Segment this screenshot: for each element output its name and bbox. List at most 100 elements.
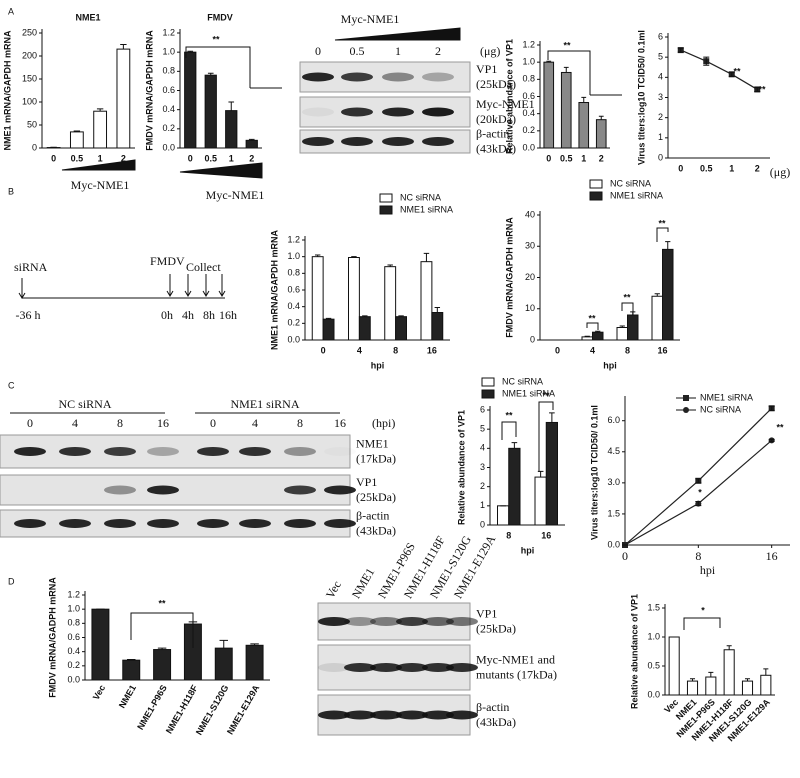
y-tick-label: 1.2 <box>67 589 80 599</box>
error-bar <box>398 315 404 317</box>
y-tick-label: 0.4 <box>162 104 175 114</box>
blot-band <box>239 519 271 528</box>
x-axis-unit: (μg) <box>770 165 790 179</box>
error-bar <box>423 252 430 262</box>
blot-band <box>446 663 478 672</box>
y-tick-label: 5 <box>658 52 663 62</box>
error-bar <box>581 96 587 103</box>
blot-band <box>422 72 454 82</box>
panel-label: D <box>8 576 15 586</box>
y-tick-label: 0.6 <box>67 632 80 642</box>
y-tick-label: 0.0 <box>607 539 620 549</box>
x-tick-label: 0 <box>622 549 628 563</box>
x-tick-label: 4 <box>357 345 362 355</box>
bracket <box>656 227 669 242</box>
bar <box>497 505 510 526</box>
error-bar <box>248 138 255 141</box>
blot-label: Myc-NME1 <box>476 97 535 111</box>
arrow <box>202 274 210 297</box>
timeline-label: FMDV <box>150 254 185 268</box>
blot-band <box>324 519 356 528</box>
x-tick-label: 0.5 <box>560 153 573 163</box>
blot-band <box>59 519 91 528</box>
x-tick-label: 2 <box>121 153 126 163</box>
bar <box>214 647 233 681</box>
panel-label: C <box>8 380 15 390</box>
x-tick-label: 0.5 <box>71 153 84 163</box>
error-bar <box>511 442 518 449</box>
error-bar <box>695 478 702 484</box>
error-bar <box>744 678 751 682</box>
timeline-time: 4h <box>182 308 194 322</box>
blot-band <box>344 710 376 720</box>
error-bar <box>96 108 104 112</box>
error-bar <box>584 335 590 337</box>
y-tick-label: 3.0 <box>607 477 620 487</box>
bar <box>668 636 680 696</box>
x-tick-label: 1 <box>98 153 103 163</box>
significance: ** <box>733 66 741 76</box>
y-tick-label: 6 <box>658 31 663 41</box>
lane-unit: (hpi) <box>372 416 395 430</box>
bar <box>508 447 521 526</box>
blot-band <box>422 137 454 146</box>
bar <box>760 674 772 696</box>
y-tick-label: 0 <box>658 152 663 162</box>
error-bar <box>207 72 214 76</box>
error-bar <box>563 66 569 73</box>
group-label: NC siRNA <box>58 397 111 411</box>
bar <box>545 421 558 526</box>
arrow <box>218 274 226 297</box>
x-tick-label: 0 <box>188 153 193 163</box>
y-axis-label: FMDV mRNA/GAPDH mRNA <box>504 217 514 338</box>
blot-band <box>104 447 136 456</box>
y-tick-label: 2 <box>658 112 663 122</box>
x-tick-label: 2 <box>755 163 760 173</box>
bar <box>627 314 639 341</box>
y-tick-label: 0.8 <box>67 618 80 628</box>
bracket <box>683 617 721 630</box>
x-tick-label: 4 <box>590 345 595 355</box>
bar <box>245 644 264 681</box>
bar <box>91 608 110 681</box>
legend-label: NME1 siRNA <box>400 204 453 214</box>
blot-band <box>239 447 271 456</box>
bar <box>723 649 735 696</box>
bar <box>662 248 674 341</box>
y-axis-label: Relative abundance of VP1 <box>456 410 466 525</box>
blot-label: (43kDa) <box>476 715 516 729</box>
y-tick-label: 6 <box>480 404 485 414</box>
blot-band <box>104 519 136 528</box>
blot-band <box>284 485 316 495</box>
significance: * <box>701 605 705 615</box>
blot-band <box>318 710 350 720</box>
bar <box>153 649 172 681</box>
x-tick-label: 1 <box>229 153 234 163</box>
x-axis-label: hpi <box>603 360 617 370</box>
lane-label: NME1 <box>349 566 377 601</box>
bar <box>616 327 628 341</box>
y-tick-label: 0.8 <box>162 66 175 76</box>
significance: ** <box>158 598 166 608</box>
blot-band <box>324 485 356 495</box>
x-tick-label: 0 <box>321 345 326 355</box>
bar <box>534 476 547 526</box>
legend-swatch <box>589 191 603 201</box>
bar <box>705 676 717 696</box>
blot-label: β-actin <box>476 700 509 714</box>
x-tick-label: 0 <box>546 153 551 163</box>
error-bar <box>157 647 167 650</box>
error-bar <box>665 241 671 250</box>
x-tick-label: Vec <box>91 683 107 701</box>
error-bar <box>387 264 393 267</box>
error-bar <box>768 438 775 442</box>
y-tick-label: 0.2 <box>67 660 80 670</box>
blot-label: (25kDa) <box>476 77 516 91</box>
blot-label: β-actin <box>356 508 389 522</box>
y-tick-label: 0.0 <box>647 689 660 699</box>
y-axis-label: FMDV mRNA/GAPDH mRNA <box>144 30 154 151</box>
bracket <box>130 612 194 648</box>
x-tick-label: 8 <box>625 345 630 355</box>
lane-label: 2 <box>435 44 441 58</box>
y-tick-label: 0.5 <box>647 660 660 670</box>
